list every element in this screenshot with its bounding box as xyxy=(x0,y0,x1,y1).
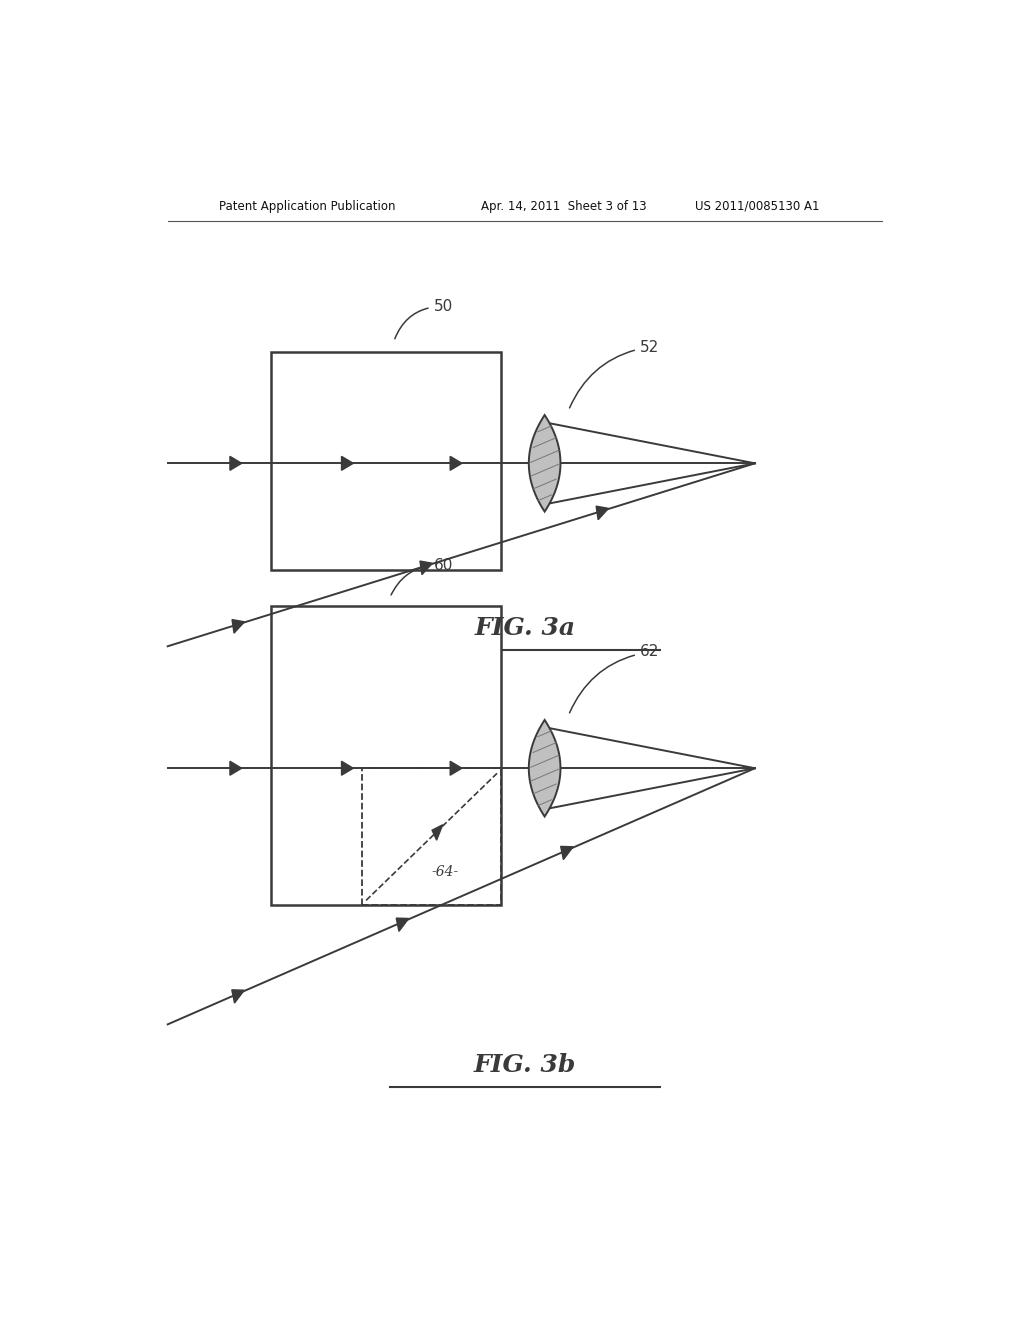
Bar xyxy=(270,351,501,570)
Text: 60: 60 xyxy=(391,558,453,595)
Polygon shape xyxy=(596,506,608,520)
Polygon shape xyxy=(432,825,442,840)
Text: US 2011/0085130 A1: US 2011/0085130 A1 xyxy=(695,199,820,213)
Polygon shape xyxy=(528,719,560,817)
Bar xyxy=(362,768,501,906)
Bar xyxy=(270,606,501,906)
Text: FIG. 3b: FIG. 3b xyxy=(474,1053,575,1077)
Polygon shape xyxy=(561,846,573,859)
Polygon shape xyxy=(342,762,353,775)
Text: 52: 52 xyxy=(569,339,659,408)
Polygon shape xyxy=(451,457,462,470)
Text: Apr. 14, 2011  Sheet 3 of 13: Apr. 14, 2011 Sheet 3 of 13 xyxy=(481,199,647,213)
Text: 50: 50 xyxy=(395,298,453,339)
Polygon shape xyxy=(528,414,560,512)
Polygon shape xyxy=(420,561,432,574)
Polygon shape xyxy=(232,619,245,634)
Text: 62: 62 xyxy=(569,644,659,713)
Polygon shape xyxy=(230,762,242,775)
Text: FIG. 3a: FIG. 3a xyxy=(474,616,575,640)
Polygon shape xyxy=(342,457,353,470)
Text: -64-: -64- xyxy=(432,865,459,879)
Polygon shape xyxy=(451,762,462,775)
Text: Patent Application Publication: Patent Application Publication xyxy=(219,199,395,213)
Polygon shape xyxy=(396,919,409,932)
Polygon shape xyxy=(231,990,245,1003)
Polygon shape xyxy=(230,457,242,470)
